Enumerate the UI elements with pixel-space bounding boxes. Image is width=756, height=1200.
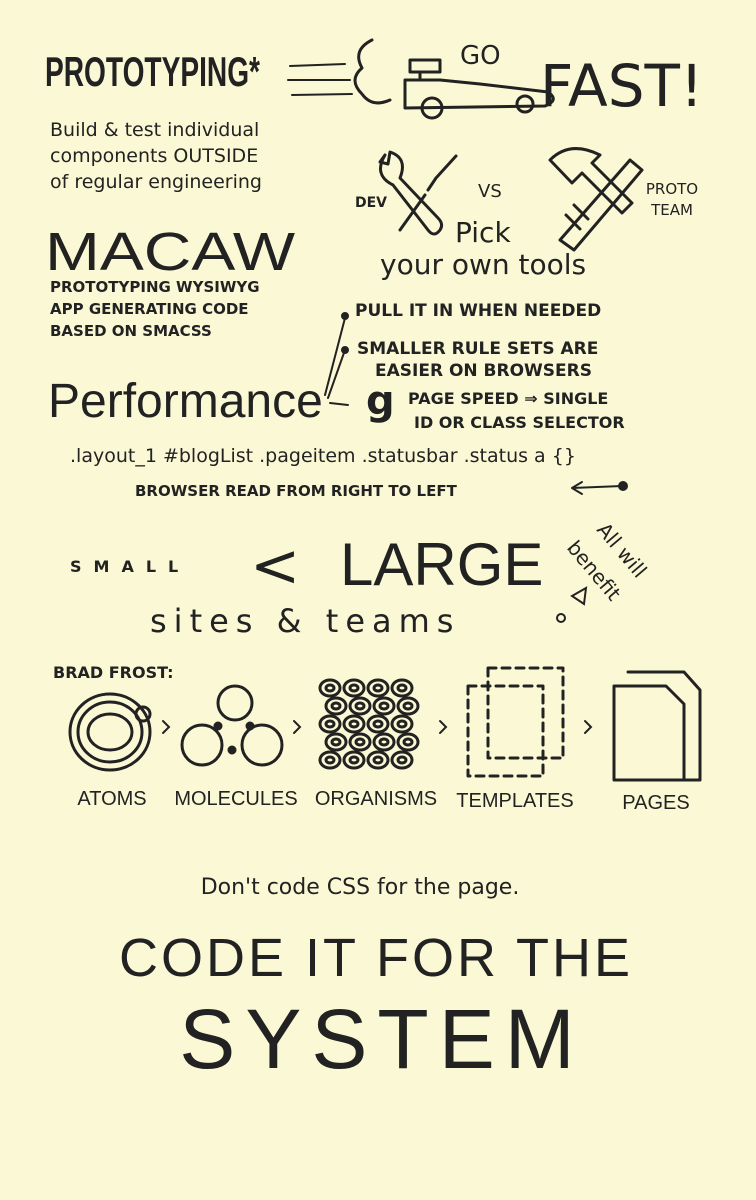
go-text: GO	[460, 41, 501, 71]
organism-cell	[318, 714, 342, 734]
organism-cell	[390, 714, 414, 734]
organism-cell	[324, 696, 348, 716]
bullet-text: EASIER ON BROWSERS	[375, 361, 592, 381]
organism-cell	[348, 696, 372, 716]
organism-cell	[324, 683, 336, 693]
small-text: SMALL	[70, 557, 190, 576]
doodle	[556, 586, 588, 623]
organism-cell	[318, 750, 342, 770]
page-speed-text: ID OR CLASS SELECTOR	[414, 413, 625, 432]
organism-cell	[324, 719, 336, 729]
wrench-screwdriver-icon	[378, 150, 458, 236]
organism-cell	[342, 714, 366, 734]
organism-cell	[330, 701, 342, 711]
tools-caption: your own tools	[380, 248, 586, 281]
macaw-title: MACAW	[45, 222, 295, 282]
organism-cell	[372, 719, 384, 729]
closing-emphasis: SYSTEM	[179, 992, 584, 1086]
organisms-icon	[318, 678, 420, 770]
proto-team-label: TEAM	[650, 201, 693, 219]
bullet-text: SMALLER RULE SETS ARE	[357, 339, 598, 359]
organism-cell	[354, 701, 366, 711]
organism-cell	[390, 678, 414, 698]
stage-arrows	[162, 720, 593, 734]
organism-cell	[324, 755, 336, 765]
closing-headline: CODE IT FOR THE	[119, 928, 633, 988]
description-line: components OUTSIDE	[50, 145, 258, 167]
title: PROTOTYPING*	[45, 48, 260, 95]
organism-cell	[378, 737, 390, 747]
stage-label: PAGES	[622, 792, 689, 814]
author-label: BRAD FROST:	[53, 663, 174, 682]
macaw-line: BASED ON SMACSS	[50, 322, 212, 340]
organism-cell	[396, 696, 420, 716]
organism-cell	[402, 737, 414, 747]
page-speed-text: PAGE SPEED ⇒ SINGLE	[408, 389, 608, 408]
stage-label: TEMPLATES	[456, 790, 573, 812]
organism-cell	[318, 678, 342, 698]
organism-cell	[396, 755, 408, 765]
selector-text: .layout_1 #blogList .pageitem .statusbar…	[70, 445, 576, 467]
subject-text: sites & teams	[150, 602, 460, 640]
macaw-line: APP GENERATING CODE	[50, 300, 249, 318]
organism-cell	[366, 750, 390, 770]
stage-label: ATOMS	[77, 788, 146, 810]
stage-label: MOLECULES	[174, 788, 297, 810]
vs-label: VS	[478, 181, 502, 202]
tools-caption: Pick	[455, 216, 511, 249]
templates-icon	[466, 666, 565, 778]
organism-cell	[342, 750, 366, 770]
organism-cell	[348, 732, 372, 752]
stage-label: ORGANISMS	[315, 788, 437, 810]
atoms-icon	[68, 692, 152, 772]
performance-title: Performance	[48, 375, 323, 428]
hammer-saw-icon	[548, 147, 644, 252]
less-than: <	[250, 531, 300, 601]
organism-cell	[372, 696, 396, 716]
description-line: Build & test individual	[50, 119, 259, 141]
organism-cell	[390, 750, 414, 770]
organism-cell	[372, 732, 396, 752]
proto-team-label: PROTO	[646, 180, 698, 198]
fast-text: FAST!	[540, 52, 703, 120]
branch-lines	[324, 312, 349, 406]
organism-cell	[402, 701, 414, 711]
description-line: of regular engineering	[50, 171, 262, 193]
organism-cell	[342, 678, 366, 698]
browser-note: BROWSER READ FROM RIGHT TO LEFT	[135, 482, 458, 500]
organism-cell	[396, 732, 420, 752]
large-text: LARGE	[340, 531, 543, 598]
left-arrow	[571, 481, 628, 495]
organism-cell	[366, 678, 390, 698]
macaw-line: PROTOTYPING WYSIWYG	[50, 278, 260, 296]
organism-cell	[348, 683, 360, 693]
google-g: g	[366, 378, 395, 424]
organism-cell	[348, 755, 360, 765]
closing-lead: Don't code CSS for the page.	[201, 875, 520, 900]
organism-cell	[378, 701, 390, 711]
bullet-text: PULL IT IN WHEN NEEDED	[355, 301, 601, 321]
organism-cell	[396, 719, 408, 729]
organism-cell	[324, 732, 348, 752]
organism-cell	[348, 719, 360, 729]
organism-cell	[372, 755, 384, 765]
molecules-icon	[180, 684, 284, 767]
pages-icon	[612, 670, 702, 782]
speed-lines	[287, 63, 353, 96]
dev-label: DEV	[355, 195, 387, 211]
car-icon	[353, 38, 555, 120]
organism-cell	[372, 683, 384, 693]
organism-cell	[366, 714, 390, 734]
organism-cell	[396, 683, 408, 693]
organism-cell	[330, 737, 342, 747]
organism-cell	[354, 737, 366, 747]
